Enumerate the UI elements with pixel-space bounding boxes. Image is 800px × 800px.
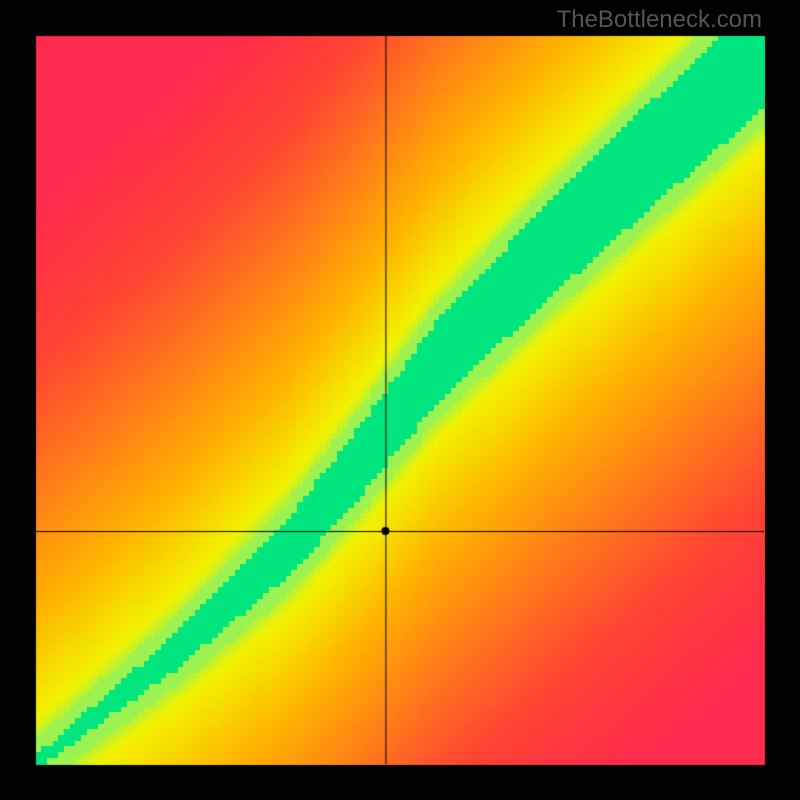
chart-container: TheBottleneck.com <box>0 0 800 800</box>
watermark-text: TheBottleneck.com <box>557 6 762 34</box>
bottleneck-heatmap <box>0 0 800 800</box>
